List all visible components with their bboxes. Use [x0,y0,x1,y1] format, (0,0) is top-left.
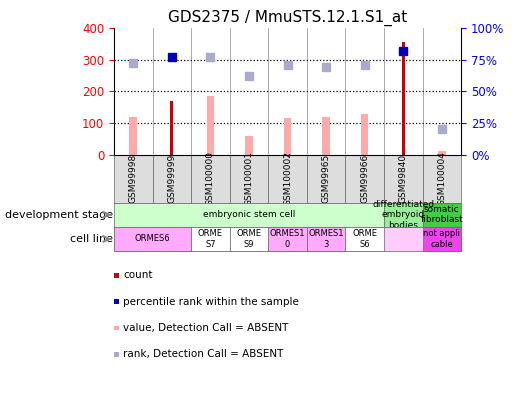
Bar [422,227,461,251]
Text: percentile rank within the sample: percentile rank within the sample [123,297,299,307]
Bar [114,227,191,251]
Bar [114,155,153,202]
Text: ORMES1
3: ORMES1 3 [308,229,344,249]
Text: differentiated
embryoid
bodies: differentiated embryoid bodies [372,200,434,230]
Bar [322,117,330,155]
Bar [129,117,137,155]
Bar [384,155,422,202]
Bar [207,96,214,155]
Title: GDS2375 / MmuSTS.12.1.S1_at: GDS2375 / MmuSTS.12.1.S1_at [168,9,407,26]
Text: ORME
S7: ORME S7 [198,229,223,249]
Text: GSM100002: GSM100002 [283,151,292,206]
Bar [229,227,268,251]
Bar [307,155,346,202]
Bar [284,118,292,155]
Bar [422,202,461,227]
Text: GSM99965: GSM99965 [322,154,331,203]
Text: GSM99998: GSM99998 [129,154,138,203]
Text: ORMES6: ORMES6 [135,234,170,243]
Bar [361,113,368,155]
Text: GSM99966: GSM99966 [360,154,369,203]
Bar [153,155,191,202]
Bar [438,151,446,155]
Text: GSM100000: GSM100000 [206,151,215,206]
Text: GSM100001: GSM100001 [244,151,253,206]
Text: embryonic stem cell: embryonic stem cell [203,210,295,219]
Text: count: count [123,271,153,280]
Bar [346,227,384,251]
Text: ORME
S6: ORME S6 [352,229,377,249]
Text: value, Detection Call = ABSENT: value, Detection Call = ABSENT [123,323,288,333]
Text: ORMES1
0: ORMES1 0 [270,229,305,249]
Bar [268,155,307,202]
Text: GSM99840: GSM99840 [399,154,408,203]
Text: GSM100004: GSM100004 [437,151,446,206]
Bar [346,155,384,202]
Bar [191,155,229,202]
Bar [422,155,461,202]
Bar [307,227,346,251]
Bar [114,202,384,227]
Text: ORME
S9: ORME S9 [236,229,261,249]
Bar [191,227,229,251]
Text: somatic
fibroblast: somatic fibroblast [420,205,463,224]
Text: development stage: development stage [5,210,113,220]
Bar [402,42,405,155]
Bar [384,202,422,227]
Text: GSM99999: GSM99999 [167,154,176,203]
Bar [170,101,173,155]
Bar [229,155,268,202]
Text: cell line: cell line [70,234,113,244]
Bar [268,227,307,251]
Text: rank, Detection Call = ABSENT: rank, Detection Call = ABSENT [123,350,284,359]
Bar [245,136,253,155]
Text: not appli
cable: not appli cable [423,229,461,249]
